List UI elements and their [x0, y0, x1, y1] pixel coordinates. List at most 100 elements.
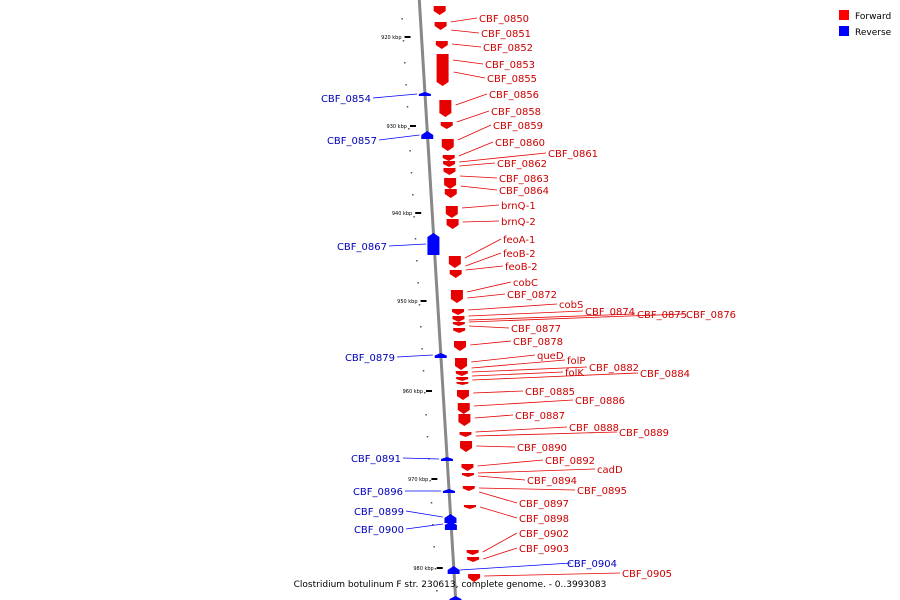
forward-gene-arrow — [446, 219, 459, 229]
forward-label-leader — [478, 475, 526, 481]
forward-label-leader — [458, 141, 494, 157]
reverse-label-leader — [459, 562, 572, 571]
reverse-gene-arrow — [434, 353, 447, 358]
minor-tick — [429, 480, 431, 482]
reverse-gene-label: CBF_0867 — [337, 242, 387, 253]
forward-gene-arrow — [468, 574, 481, 582]
reverse-gene-label: CBF_0891 — [351, 454, 401, 465]
forward-gene-label: CBF_0887 — [515, 411, 565, 422]
reverse-gene-arrow — [427, 233, 440, 255]
minor-tick — [404, 62, 406, 64]
minor-tick — [425, 414, 427, 416]
forward-gene-arrow — [461, 464, 474, 471]
reverse-label-leader — [372, 93, 418, 99]
forward-gene-label: CBF_0903 — [519, 544, 569, 555]
minor-tick — [416, 260, 418, 262]
forward-gene-label: CBF_0874 — [585, 307, 635, 318]
forward-gene-arrow — [436, 54, 449, 86]
forward-label-leader — [470, 340, 512, 346]
forward-gene-arrow — [452, 309, 465, 315]
minor-tick — [436, 590, 438, 592]
forward-gene-label: feoA-1 — [503, 235, 535, 246]
forward-gene-label: queD — [537, 351, 564, 362]
forward-gene-label: CBF_0853 — [485, 60, 535, 71]
forward-gene-label: CBF_0875 — [637, 310, 687, 321]
reverse-gene-label: CBF_0857 — [327, 136, 377, 147]
forward-gene-label: brnQ-1 — [501, 201, 536, 212]
forward-gene-arrow — [448, 256, 461, 268]
reverse-label-leader — [388, 243, 427, 247]
forward-gene-arrow — [444, 178, 457, 189]
forward-label-leader — [479, 491, 518, 504]
forward-gene-arrow — [467, 557, 480, 562]
forward-gene-arrow — [435, 41, 448, 49]
forward-gene-label: CBF_0876 — [686, 310, 736, 321]
forward-gene-label: CBF_0905 — [622, 569, 672, 580]
forward-label-leader — [476, 445, 516, 448]
forward-gene-label: CBF_0877 — [511, 324, 561, 335]
reverse-gene-arrow — [441, 457, 454, 461]
forward-label-leader — [468, 303, 558, 311]
reverse-gene-label: CBF_0879 — [345, 353, 395, 364]
forward-gene-arrow — [460, 441, 473, 452]
forward-label-leader — [464, 238, 502, 259]
forward-gene-label: CBF_0895 — [577, 486, 627, 497]
forward-label-leader — [465, 265, 504, 271]
reverse-gene-arrow — [421, 131, 434, 139]
forward-gene-arrow — [458, 414, 471, 426]
forward-gene-label: CBF_0864 — [499, 186, 549, 197]
forward-label-leader — [468, 310, 584, 317]
reverse-gene-arrow — [442, 489, 455, 493]
forward-label-leader — [472, 371, 564, 377]
reverse-label-leader — [405, 523, 444, 530]
forward-label-leader — [451, 43, 482, 48]
forward-label-leader — [483, 547, 518, 560]
forward-label-leader — [478, 487, 576, 491]
forward-label-leader — [473, 390, 524, 394]
forward-label-leader — [471, 359, 566, 369]
minor-tick — [422, 370, 425, 372]
forward-gene-label: CBF_0889 — [619, 428, 669, 439]
forward-gene-label: CBF_0856 — [489, 90, 539, 101]
forward-gene-arrow — [434, 22, 447, 30]
forward-gene-arrow — [441, 139, 454, 151]
forward-label-leader — [484, 572, 621, 577]
legend-reverse-label: Reverse — [855, 28, 892, 38]
forward-gene-label: CBF_0858 — [491, 107, 541, 118]
kbp-tick-label: 980 kbp — [413, 566, 433, 572]
forward-label-leader — [467, 293, 506, 299]
forward-label-leader — [465, 252, 502, 267]
forward-gene-label: feoB-2 — [505, 262, 538, 273]
forward-label-leader — [451, 29, 480, 34]
forward-gene-label: CBF_0852 — [483, 43, 533, 54]
forward-gene-label: folP — [567, 356, 585, 367]
forward-gene-arrow — [450, 290, 463, 303]
reverse-gene-label: CBF_0896 — [353, 487, 403, 498]
forward-label-leader — [479, 506, 518, 519]
forward-label-leader — [475, 426, 568, 433]
minor-tick — [420, 326, 422, 328]
forward-gene-label: CBF_0863 — [499, 174, 549, 185]
minor-tick — [408, 128, 410, 130]
forward-gene-arrow — [443, 168, 456, 175]
reverse-label-leader — [396, 354, 433, 358]
forward-gene-label: brnQ-2 — [501, 217, 536, 228]
minor-tick — [402, 40, 405, 42]
forward-label-leader — [471, 354, 536, 363]
kbp-tick-label: 960 kbp — [403, 389, 423, 395]
reverse-gene-label: CBF_0900 — [354, 525, 404, 536]
forward-gene-label: CBF_0885 — [525, 387, 575, 398]
forward-gene-arrow — [445, 206, 458, 218]
forward-gene-arrow — [453, 328, 466, 333]
forward-gene-arrow — [455, 358, 468, 370]
forward-label-leader — [475, 431, 618, 437]
forward-label-leader — [471, 366, 588, 373]
forward-gene-arrow — [452, 316, 465, 322]
forward-gene-label: CBF_0902 — [519, 529, 569, 540]
forward-gene-label: CBF_0872 — [507, 290, 557, 301]
reverse-gene-arrow — [444, 514, 457, 523]
forward-label-leader — [459, 162, 496, 167]
forward-gene-arrow — [442, 155, 455, 161]
forward-label-leader — [469, 325, 510, 329]
forward-label-leader — [459, 175, 498, 179]
